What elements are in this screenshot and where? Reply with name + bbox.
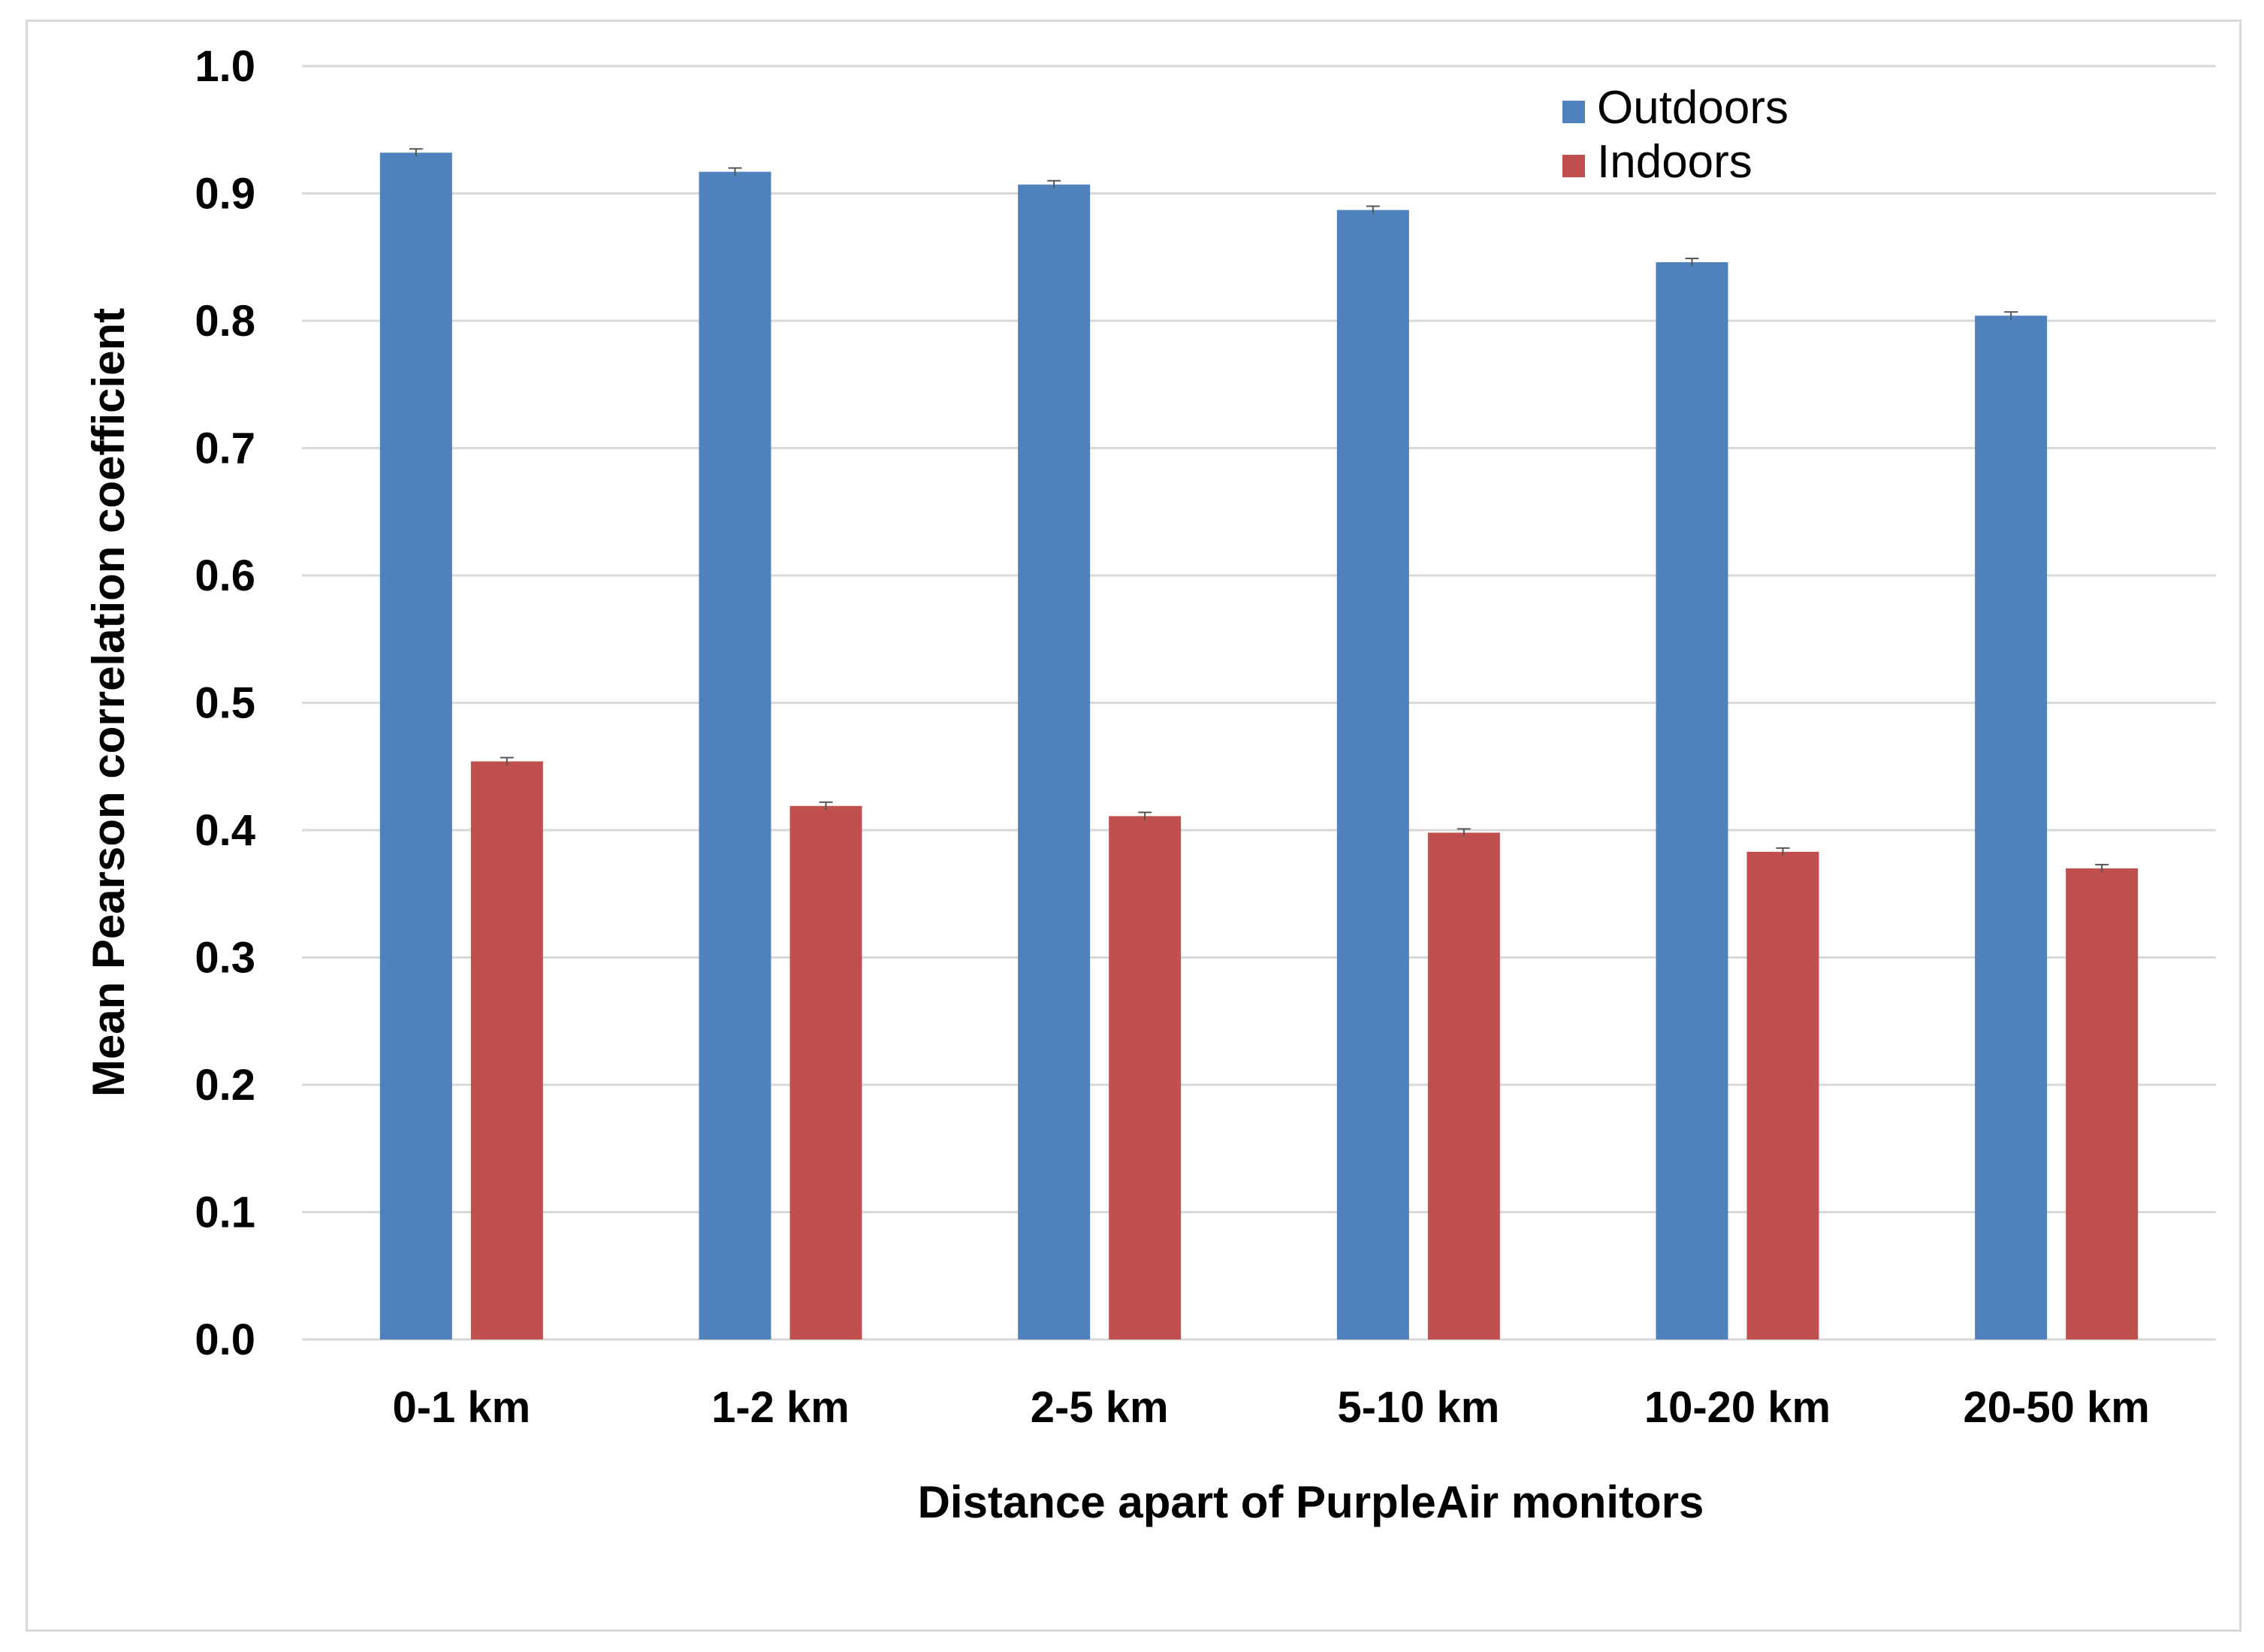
bar-outdoors-4 (1656, 262, 1728, 1339)
bar-indoors-1 (789, 805, 862, 1339)
y-tick-label: 0.2 (195, 1061, 255, 1110)
y-tick-label: 0.9 (195, 170, 255, 219)
legend-label-indoors: Indoors (1597, 136, 1752, 188)
y-tick-label: 0.4 (195, 806, 255, 855)
x-tick-label: 0-1 km (392, 1383, 530, 1432)
y-tick-label: 0.6 (195, 551, 255, 600)
bars (379, 148, 2139, 1340)
x-tick-label: 10-20 km (1644, 1383, 1831, 1432)
x-tick-label: 20-50 km (1964, 1383, 2150, 1432)
x-tick-label: 5-10 km (1337, 1383, 1499, 1432)
x-axis-ticks: 0-1 km 1-2 km 2-5 km 5-10 km 10-20 km 20-50 k… (392, 1383, 2149, 1432)
y-tick-label: 0.8 (195, 297, 255, 346)
x-tick-label: 2-5 km (1031, 1383, 1169, 1432)
bar-indoors-2 (1109, 816, 1182, 1339)
bar-outdoors-5 (1975, 316, 2048, 1340)
y-tick-label: 1.0 (195, 42, 255, 91)
bar-indoors-4 (1746, 851, 1819, 1339)
legend-label-outdoors: Outdoors (1597, 82, 1789, 134)
y-axis-title: Mean Pearson correlation coefficient (83, 308, 134, 1097)
bar-indoors-0 (470, 761, 543, 1339)
y-tick-label: 0.1 (195, 1188, 255, 1237)
bar-indoors-3 (1427, 832, 1500, 1339)
y-tick-label: 0.7 (195, 424, 255, 473)
bar-outdoors-3 (1336, 210, 1409, 1339)
legend-swatch-outdoors (1562, 101, 1585, 123)
legend-swatch-indoors (1562, 155, 1585, 177)
bar-outdoors-1 (699, 171, 771, 1339)
y-tick-label: 0.0 (195, 1315, 255, 1364)
bar-outdoors-2 (1018, 184, 1091, 1339)
y-axis-ticks: 0.0 0.1 0.2 0.3 0.4 0.5 0.6 0.7 0.8 0.9 1.0 (195, 42, 255, 1364)
bar-indoors-5 (2066, 868, 2139, 1339)
y-tick-label: 0.3 (195, 934, 255, 983)
x-axis-title: Distance apart of PurpleAir monitors (918, 1477, 1704, 1527)
gridlines (302, 65, 2216, 1341)
y-tick-label: 0.5 (195, 679, 255, 728)
x-tick-label: 1-2 km (711, 1383, 850, 1432)
bar-outdoors-0 (379, 153, 452, 1339)
